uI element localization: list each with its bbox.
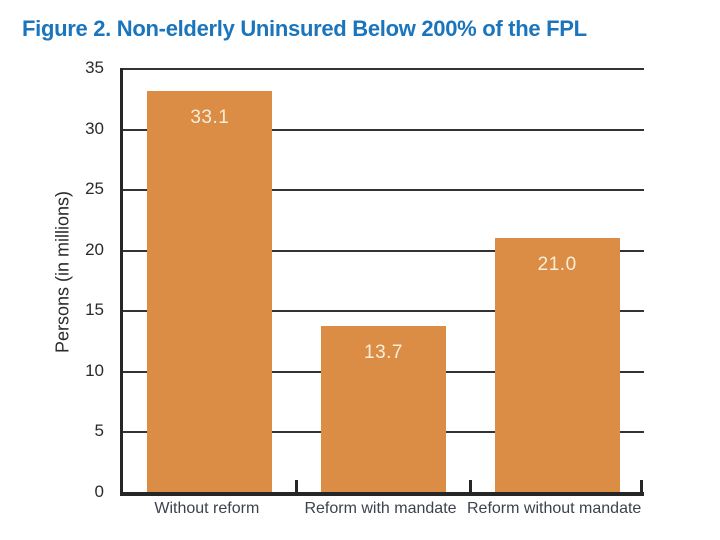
- gridline-y-15: [123, 310, 644, 313]
- y-tick-label-5: 5: [94, 421, 104, 441]
- x-axis-tick: [639, 480, 643, 492]
- bar-3: 21.0: [494, 237, 620, 492]
- x-category-label-3: Reform without mandate: [467, 500, 642, 517]
- bar-chart-plot-area: 33.1 13.7 21.0: [120, 68, 644, 496]
- y-tick-label-0: 0: [94, 482, 104, 501]
- gridline-y-25: [123, 189, 644, 192]
- bar-value-label: 21.0: [537, 253, 577, 275]
- y-axis-tick-labels: 0 5 10 15 20 25 30 35: [0, 58, 112, 501]
- y-tick-label-20: 20: [85, 239, 104, 259]
- bar-value-label: 13.7: [364, 342, 403, 364]
- bar-value-label: 33.1: [190, 107, 230, 129]
- x-axis-tick: [468, 480, 472, 492]
- gridline-y-20: [123, 249, 644, 252]
- x-axis-category-labels: Without reform Reform with mandate Reform …: [120, 500, 641, 524]
- gridline-y-30: [123, 128, 644, 131]
- y-tick-label-35: 35: [85, 58, 104, 77]
- x-category-label-2: Reform with mandate: [304, 500, 457, 517]
- y-tick-label-15: 15: [85, 300, 104, 320]
- bar-2: 13.7: [321, 326, 446, 492]
- y-tick-label-10: 10: [85, 360, 104, 380]
- y-tick-label-25: 25: [85, 179, 104, 199]
- y-tick-label-30: 30: [85, 118, 104, 138]
- x-axis-tick: [295, 480, 299, 492]
- x-category-label-1: Without reform: [154, 500, 260, 517]
- figure-title: Figure 2. Non-elderly Uninsured Below 20…: [22, 16, 587, 41]
- bar-1: 33.1: [147, 91, 273, 492]
- gridline-y-35: [123, 68, 644, 70]
